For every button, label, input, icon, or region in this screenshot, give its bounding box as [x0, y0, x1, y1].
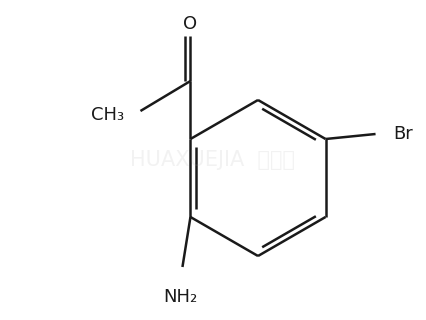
Text: O: O	[183, 15, 198, 33]
Text: Br: Br	[394, 125, 413, 143]
Text: HUAXUEJIA  化学加: HUAXUEJIA 化学加	[130, 150, 296, 170]
Text: CH₃: CH₃	[91, 106, 124, 124]
Text: NH₂: NH₂	[163, 288, 198, 306]
